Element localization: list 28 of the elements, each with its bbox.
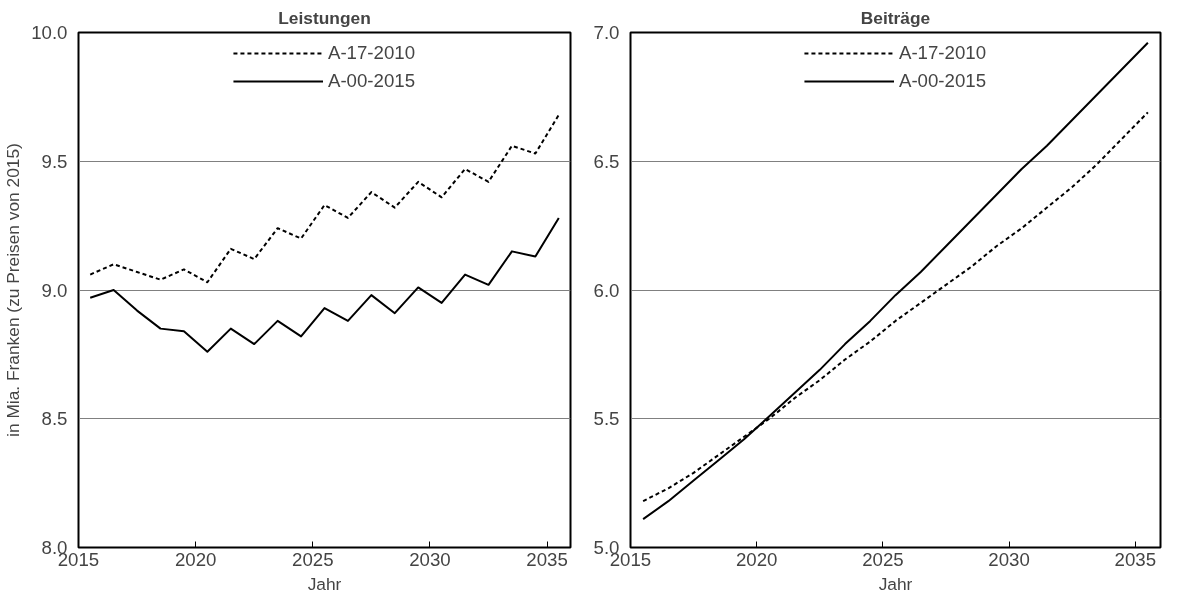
x-tick-label: 2025 bbox=[862, 548, 904, 570]
chart-title: Beiträge bbox=[860, 7, 931, 28]
y-tick-label: 5.5 bbox=[593, 408, 620, 430]
y-tick-label: 8.5 bbox=[41, 408, 68, 430]
y-tick-label: 6.0 bbox=[593, 279, 620, 301]
line-series bbox=[89, 113, 560, 284]
y-tick-label: 10.0 bbox=[31, 22, 68, 43]
x-tick-label: 2020 bbox=[174, 548, 217, 570]
x-tick-label: 2020 bbox=[735, 548, 778, 570]
x-tick-label: 2030 bbox=[409, 548, 451, 570]
legend-label: A-00-2015 bbox=[898, 70, 987, 92]
x-tick-label: 2025 bbox=[292, 548, 334, 570]
y-tick-label: 6.5 bbox=[593, 150, 620, 172]
x-axis-title: Jahr bbox=[878, 573, 913, 594]
x-tick-label: 2035 bbox=[526, 548, 568, 570]
legend-label: A-17-2010 bbox=[898, 42, 987, 64]
legend-label: A-17-2010 bbox=[327, 42, 416, 64]
legend-label: A-00-2015 bbox=[327, 70, 416, 92]
x-tick-label: 2035 bbox=[1114, 548, 1157, 570]
line-series bbox=[642, 41, 1149, 521]
chart-title: Leistungen bbox=[278, 7, 371, 28]
x-tick-label: 2030 bbox=[988, 548, 1030, 570]
y-tick-label: 9.0 bbox=[41, 279, 68, 301]
y-axis-title: in Mia. Franken (zu Preisen von 2015) bbox=[3, 143, 24, 437]
y-tick-label: 7.0 bbox=[593, 22, 620, 43]
y-tick-label: 9.5 bbox=[41, 150, 68, 172]
x-axis-title: Jahr bbox=[307, 573, 342, 594]
line-series bbox=[89, 216, 560, 353]
